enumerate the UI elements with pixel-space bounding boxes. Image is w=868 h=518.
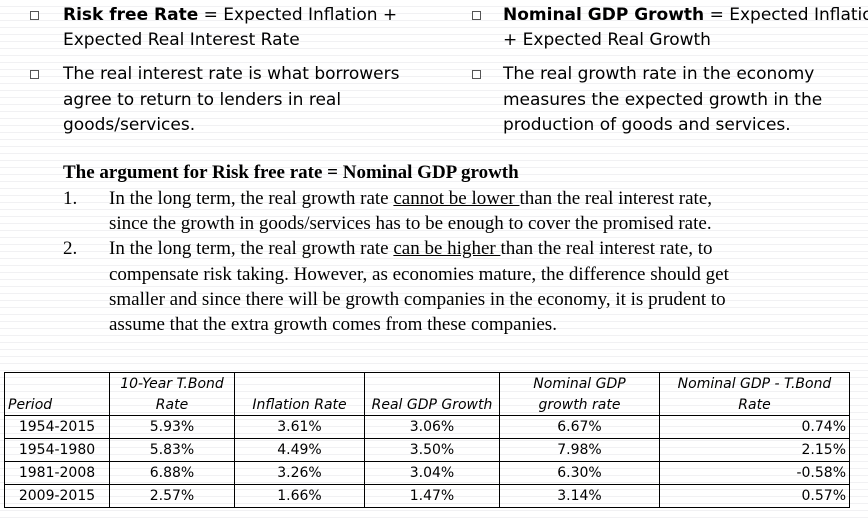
bullet-text: = Expected Inflation + <box>198 5 398 25</box>
item-number: 2. <box>63 238 78 259</box>
table-cell: 0.57% <box>659 484 850 508</box>
table-cell: 1.47% <box>364 484 500 508</box>
bullet-text: goods/services. <box>63 115 196 135</box>
checkbox-bullet-icon <box>30 11 39 20</box>
table-cell: 1954-1980 <box>4 438 110 462</box>
table-cell: 5.83% <box>109 438 235 462</box>
table-cell: 3.06% <box>364 415 500 439</box>
table-header-row: Period Rate Inflation Rate Real GDP Grow… <box>4 395 850 416</box>
table-cell: 1954-2015 <box>4 415 110 439</box>
table-header-cell: Period <box>4 395 110 416</box>
table-cell: 2009-2015 <box>4 484 110 508</box>
table-cell: 3.50% <box>364 438 500 462</box>
text-span: In the long term, the real growth rate <box>109 188 394 209</box>
table-header-cell: Nominal GDP - T.Bond <box>659 372 850 395</box>
item-number: 1. <box>63 188 78 209</box>
table-cell: 3.61% <box>234 415 365 439</box>
checkbox-bullet-icon <box>472 11 481 20</box>
table-header-cell <box>364 372 500 395</box>
text-span: In the long term, the real growth rate <box>109 238 394 259</box>
text-span: than the real interest rate, to <box>500 238 713 259</box>
argument-item-2-line: In the long term, the real growth rate c… <box>109 236 713 261</box>
text-span: than the real interest rate, <box>519 188 713 209</box>
term-risk-free-rate: Risk free Rate <box>63 5 199 25</box>
bullet-text: The real interest rate is what borrowers <box>63 64 400 84</box>
table-cell: 0.74% <box>659 415 850 439</box>
table-cell: 1981-2008 <box>4 461 110 485</box>
bullet-text: The real growth rate in the economy <box>503 64 815 84</box>
table-row: 1981-2008 6.88% 3.26% 3.04% 6.30% -0.58% <box>4 461 850 485</box>
table-cell: 5.93% <box>109 415 235 439</box>
table-cell: 2.57% <box>109 484 235 508</box>
argument-item-2-line: smaller and since there will be growth c… <box>109 289 726 310</box>
table-row: 2009-2015 2.57% 1.66% 1.47% 3.14% 0.57% <box>4 484 850 508</box>
table-row: 1954-2015 5.93% 3.61% 3.06% 6.67% 0.74% <box>4 415 850 439</box>
table-cell: 2.15% <box>659 438 850 462</box>
bullet-text: agree to return to lenders in real <box>63 90 342 110</box>
table-cell: 3.26% <box>234 461 365 485</box>
underlined-text: cannot be lower <box>393 188 520 209</box>
argument-item-1-line: since the growth in goods/services has t… <box>109 213 712 234</box>
table-cell: -0.58% <box>659 461 850 485</box>
argument-item-2-line: assume that the extra growth comes from … <box>109 314 557 335</box>
table-cell: 4.49% <box>234 438 365 462</box>
table-cell: 3.04% <box>364 461 500 485</box>
table-header-cell: Real GDP Growth <box>364 395 500 416</box>
table-cell: 6.88% <box>109 461 235 485</box>
bullet-text: measures the expected growth in the <box>503 90 823 110</box>
table-cell: 1.66% <box>234 484 365 508</box>
bullet-text: = Expected Inflation <box>704 5 868 25</box>
table-cell: 3.14% <box>499 484 660 508</box>
table-header-cell <box>234 372 365 395</box>
table-header-cell: Rate <box>659 395 850 416</box>
table-header-cell: Rate <box>109 395 235 416</box>
table-header-cell: growth rate <box>499 395 660 416</box>
argument-item-2-line: compensate risk taking. However, as econ… <box>109 264 729 285</box>
table-row: 1954-1980 5.83% 4.49% 3.50% 7.98% 2.15% <box>4 438 850 462</box>
bullet-text: + Expected Real Growth <box>503 30 711 50</box>
term-nominal-gdp-growth: Nominal GDP Growth <box>503 5 705 25</box>
bullet-text: Expected Real Interest Rate <box>63 30 300 50</box>
checkbox-bullet-icon <box>30 70 39 79</box>
table-cell: 6.30% <box>499 461 660 485</box>
underlined-text: can be higher <box>393 238 501 259</box>
bullet-text: production of goods and services. <box>503 115 791 135</box>
table-header-cell: 10-Year T.Bond <box>109 372 235 395</box>
table-header-row: 10-Year T.Bond Nominal GDP Nominal GDP -… <box>4 372 850 395</box>
table-header-cell: Nominal GDP <box>499 372 660 395</box>
argument-item-1-line: In the long term, the real growth rate c… <box>109 186 712 211</box>
argument-title: The argument for Risk free rate = Nomina… <box>63 162 519 183</box>
table-cell: 7.98% <box>499 438 660 462</box>
table-header-cell: Inflation Rate <box>234 395 365 416</box>
rates-table: 10-Year T.Bond Nominal GDP Nominal GDP -… <box>4 372 850 508</box>
table-header-cell <box>4 372 110 395</box>
table-cell: 6.67% <box>499 415 660 439</box>
checkbox-bullet-icon <box>472 70 481 79</box>
